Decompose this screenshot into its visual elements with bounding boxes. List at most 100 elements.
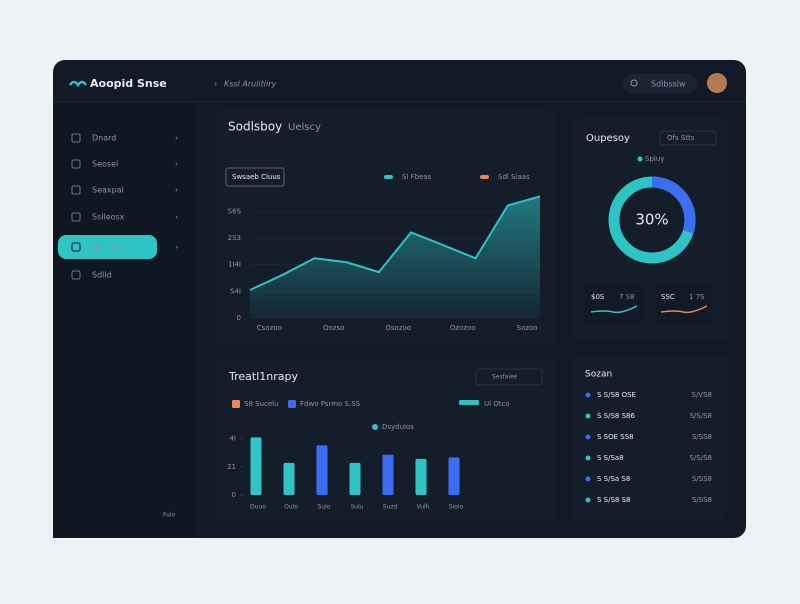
area-button-text: Swsaeb Ciuus: [232, 173, 281, 181]
list-dot: [585, 434, 591, 440]
list-dot: [585, 476, 591, 482]
bar: [382, 454, 394, 495]
area-subtitle: Uelscy: [288, 122, 321, 133]
search-box[interactable]: [623, 74, 697, 93]
bar: [283, 462, 295, 495]
bar: [316, 445, 328, 495]
nav-chevron: ›: [175, 134, 178, 143]
list-value: S/SS8: [692, 433, 712, 441]
nav-icon: [71, 185, 81, 195]
sidebar-footer: Fulo: [163, 512, 176, 519]
legend-label: S8 Sucelu: [244, 400, 279, 408]
donut-filter[interactable]: [659, 130, 717, 146]
legend-label: Sdl Siaas: [498, 173, 530, 181]
donut-legend: Spiuy: [645, 155, 664, 163]
bar-filter[interactable]: [475, 368, 543, 386]
list-value: S/SS8: [692, 496, 712, 504]
bar: [250, 437, 262, 495]
list-item[interactable]: S S/S8 S86: [597, 412, 635, 420]
stat-card: [585, 285, 643, 325]
legend-label: Fdwo Psrmo S.SS: [300, 400, 361, 408]
legend-swatch: [232, 400, 240, 408]
bar-title: Treatl1nrapy: [228, 370, 298, 383]
nav-icon: [71, 242, 81, 252]
list-panel: [573, 355, 727, 520]
nav-icon: [71, 133, 81, 143]
y-tick-label: 4I: [229, 435, 236, 443]
list-item[interactable]: S S/S8 OSE: [597, 391, 636, 399]
search-text: Sdlbsslw: [651, 80, 686, 89]
donut-filter-text: Ofs Stts: [667, 134, 695, 142]
list-value: S/S/S8: [689, 412, 712, 420]
x-tick-label: Osozoo: [385, 324, 411, 332]
x-tick-label: Vulh: [417, 504, 430, 511]
stat-label: SSC: [661, 293, 675, 301]
nav-chevron: ›: [175, 213, 178, 222]
bar: [415, 458, 427, 495]
donut-panel: [573, 118, 727, 340]
x-tick-label: Oulo: [284, 504, 298, 511]
legend-swatch: [384, 175, 393, 179]
x-tick-label: Duuo: [250, 504, 266, 511]
legend-swatch: [288, 400, 296, 408]
list-dot: [585, 413, 591, 419]
legend-label: Ul Otco: [484, 400, 510, 408]
x-tick-label: Ozozoo: [450, 324, 476, 332]
y-tick-label: 1I4I: [228, 261, 241, 269]
breadcrumb-icon: ›: [214, 80, 217, 89]
area-button[interactable]: [225, 167, 285, 187]
x-tick-label: Sulu: [350, 504, 363, 511]
nav-chevron: ›: [175, 243, 178, 252]
bar-filter-text: Sesfaiee: [492, 374, 518, 381]
nav-icon: [71, 212, 81, 222]
list-item[interactable]: S S/S8 S8: [597, 496, 631, 504]
nav-chevron: ›: [175, 160, 178, 169]
list-item[interactable]: S SOE SS8: [597, 433, 634, 441]
nav-item[interactable]: Sslleosx: [92, 213, 125, 222]
stat-detail: 7 S8: [619, 293, 635, 301]
nav-active-bg[interactable]: [58, 235, 157, 259]
logo: [68, 80, 88, 88]
nav-item[interactable]: Sdlld: [92, 271, 112, 280]
list-item[interactable]: S S/Sa S8: [597, 475, 630, 483]
x-tick-label: Sozoo: [517, 324, 538, 332]
stat-detail: 1 7S: [689, 293, 705, 301]
x-tick-label: Siolo: [449, 504, 464, 511]
list-value: S/SS8: [692, 475, 712, 483]
nav-item[interactable]: Dnard: [92, 134, 116, 143]
breadcrumb: Kssl Arulitiiry: [224, 80, 276, 89]
list-value: S/VS8: [692, 391, 713, 399]
x-tick-label: Oozso: [323, 324, 344, 332]
list-value: S/S/S8: [689, 454, 712, 462]
x-tick-label: Csozoo: [257, 324, 282, 332]
bar: [349, 462, 361, 495]
donut-value: 30%: [635, 211, 668, 229]
nav-item[interactable]: Ulssoos: [92, 243, 122, 252]
search-icon: [630, 79, 638, 87]
stat-label: $0S: [591, 293, 605, 301]
sparkline: [590, 305, 638, 314]
list-dot: [585, 497, 591, 503]
nav-icon: [71, 159, 81, 169]
y-tick-label: S6S: [228, 207, 242, 215]
y-tick-label: 0: [237, 314, 241, 322]
donut-title: Oupesoy: [586, 133, 630, 144]
list-dot: [585, 392, 591, 398]
stat-card: [655, 285, 713, 325]
legend-swatch: [480, 175, 489, 179]
y-tick-label: S4I: [230, 287, 241, 295]
nav-chevron: ›: [175, 186, 178, 195]
nav-item[interactable]: Seaxpal: [92, 186, 124, 195]
area-line: [249, 195, 541, 291]
bar-panel: [215, 360, 555, 520]
area-title: Sodlsboy: [228, 120, 282, 134]
list-item[interactable]: S S/Sa8: [597, 454, 624, 462]
nav-item[interactable]: Seosel: [92, 160, 118, 169]
avatar[interactable]: [707, 73, 727, 93]
donut-legend-dot: [637, 156, 643, 162]
legend-swatch: [459, 400, 479, 405]
x-tick-label: Sulo: [318, 504, 331, 511]
y-tick-label: 0: [232, 491, 236, 499]
